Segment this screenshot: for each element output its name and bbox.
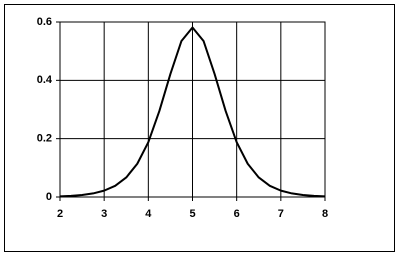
curve xyxy=(59,26,326,198)
x-tick-label: 6 xyxy=(234,208,240,220)
y-tick-label: 0 xyxy=(46,191,52,203)
x-tick-label: 4 xyxy=(145,208,152,220)
x-tick-label: 7 xyxy=(278,208,284,220)
chart-frame xyxy=(4,4,395,252)
y-tick-label: 0.2 xyxy=(37,133,52,145)
y-tick-label: 0.6 xyxy=(37,16,52,28)
x-tick-label: 3 xyxy=(101,208,107,220)
x-tick-label: 8 xyxy=(322,208,328,220)
y-tick-label: 0.4 xyxy=(37,74,53,86)
x-tick-label: 5 xyxy=(189,208,195,220)
x-tick-label: 2 xyxy=(57,208,63,220)
